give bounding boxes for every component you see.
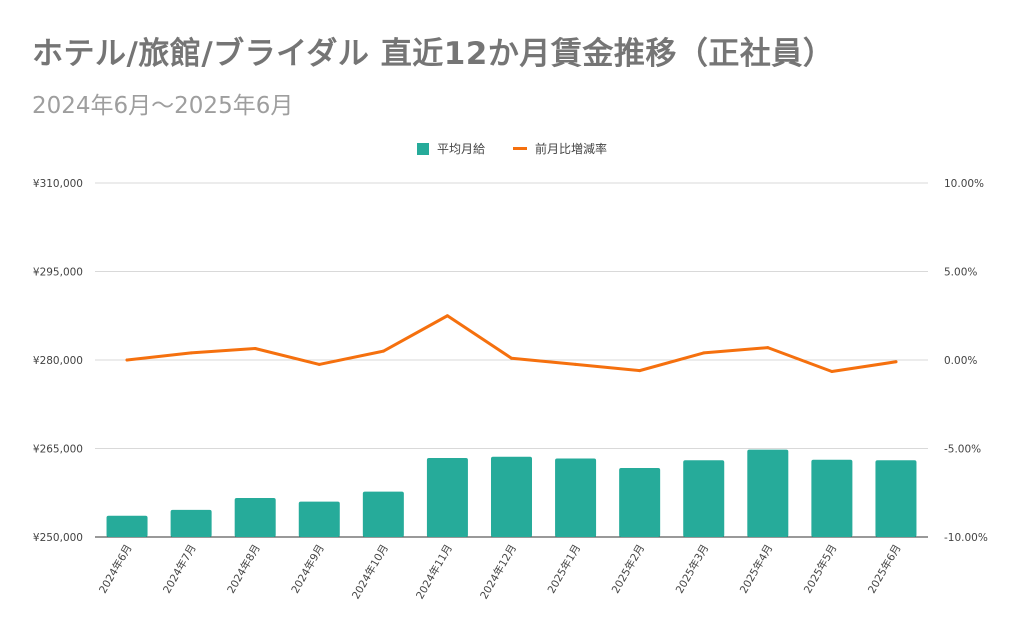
chart-title: ホテル/旅館/ブライダル 直近12か月賃金推移（正社員）	[32, 36, 835, 72]
legend-item-bar: 平均月給	[416, 140, 485, 157]
line-point	[894, 360, 898, 364]
line-point	[253, 346, 257, 350]
y-left-tick-label: ¥310,000	[33, 178, 83, 190]
bar	[298, 501, 340, 537]
x-tick-label: 2024年11月	[413, 542, 455, 601]
y-right-tick-label: -5.00%	[944, 444, 981, 456]
x-tick-label: 2024年12月	[477, 542, 519, 601]
legend: 平均月給 前月比増減率	[0, 140, 1024, 157]
x-tick-label: 2025年2月	[609, 542, 647, 596]
x-tick-label: 2025年6月	[865, 542, 903, 596]
bar	[426, 457, 468, 537]
line-point	[702, 351, 706, 355]
x-tick-label: 2025年5月	[801, 542, 839, 596]
x-tick-label: 2025年3月	[673, 542, 711, 596]
legend-line-swatch	[513, 147, 527, 150]
line-point	[381, 349, 385, 353]
y-left-tick-label: ¥250,000	[33, 532, 83, 544]
y-left-tick-label: ¥280,000	[33, 355, 83, 367]
x-tick-label: 2024年7月	[160, 542, 198, 596]
line-point	[510, 356, 513, 360]
bar	[619, 467, 661, 537]
y-left-tick-label: ¥295,000	[33, 267, 83, 279]
bar	[683, 460, 725, 537]
bar	[747, 449, 789, 537]
line-series	[125, 314, 898, 374]
line-point	[766, 346, 770, 350]
x-tick-label: 2024年10月	[349, 542, 391, 601]
bar	[106, 515, 148, 537]
legend-bar-swatch	[416, 142, 429, 155]
line-point	[830, 370, 834, 374]
x-tick-label: 2024年8月	[224, 542, 262, 596]
line-point	[574, 362, 578, 366]
x-tick-label: 2024年6月	[96, 542, 134, 596]
x-tick-label: 2024年9月	[288, 542, 326, 596]
line-point	[317, 362, 321, 366]
y-right-tick-label: 5.00%	[944, 267, 977, 279]
bar	[811, 459, 853, 537]
bar	[234, 498, 276, 537]
bar	[555, 458, 597, 537]
y-right-tick-label: -10.00%	[944, 532, 988, 544]
bar	[170, 509, 212, 537]
legend-bar-label: 平均月給	[436, 142, 485, 156]
line-point	[638, 369, 642, 373]
line-point	[189, 351, 193, 355]
legend-line-label: 前月比増減率	[535, 142, 608, 156]
bar	[490, 456, 533, 537]
bar	[875, 460, 917, 537]
x-tick-label: 2025年1月	[545, 542, 583, 596]
line-point	[125, 358, 129, 362]
bar	[362, 491, 404, 537]
x-tick-label: 2025年4月	[737, 542, 775, 596]
y-right-tick-label: 0.00%	[944, 355, 977, 367]
y-right-tick-label: 10.00%	[944, 178, 984, 190]
chart-subtitle: 2024年6月～2025年6月	[32, 93, 294, 119]
line-point	[445, 314, 449, 318]
legend-item-line: 前月比増減率	[513, 140, 607, 157]
y-left-tick-label: ¥265,000	[33, 444, 83, 456]
